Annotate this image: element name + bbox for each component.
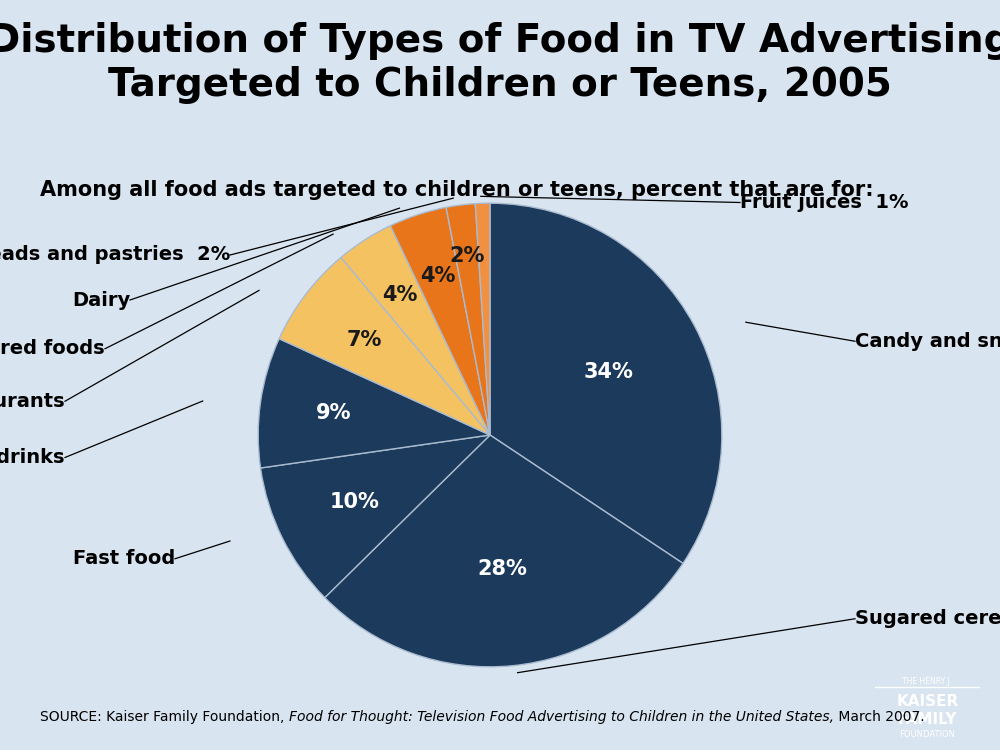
- Text: 9%: 9%: [316, 403, 352, 422]
- Wedge shape: [490, 203, 722, 563]
- Text: Candy and snacks: Candy and snacks: [855, 332, 1000, 351]
- Text: Food for Thought: Television Food Advertising to Children in the United States,: Food for Thought: Television Food Advert…: [289, 710, 834, 724]
- Text: 34%: 34%: [584, 362, 633, 382]
- Text: SOURCE: Kaiser Family Foundation,: SOURCE: Kaiser Family Foundation,: [40, 710, 289, 724]
- Text: Sodas & soft drinks: Sodas & soft drinks: [0, 448, 65, 467]
- Text: KAISER: KAISER: [896, 694, 959, 709]
- Text: Breads and pastries  2%: Breads and pastries 2%: [0, 245, 230, 265]
- Text: 10%: 10%: [330, 492, 380, 512]
- Text: Dairy: Dairy: [72, 290, 130, 310]
- Wedge shape: [279, 257, 490, 435]
- Wedge shape: [341, 226, 490, 435]
- Wedge shape: [446, 204, 490, 435]
- Text: FAMILY: FAMILY: [898, 712, 957, 727]
- Wedge shape: [261, 435, 490, 598]
- Wedge shape: [390, 207, 490, 435]
- Text: 2%: 2%: [449, 246, 485, 266]
- Text: 7%: 7%: [347, 329, 382, 350]
- Text: Fruit juices  1%: Fruit juices 1%: [740, 193, 908, 212]
- Text: Distribution of Types of Food in TV Advertising
Targeted to Children or Teens, 2: Distribution of Types of Food in TV Adve…: [0, 22, 1000, 104]
- Wedge shape: [258, 339, 490, 468]
- Text: March 2007.: March 2007.: [834, 710, 924, 724]
- Text: 4%: 4%: [382, 284, 417, 304]
- Text: Prepared foods: Prepared foods: [0, 339, 105, 358]
- Text: Sugared cereal: Sugared cereal: [855, 609, 1000, 628]
- Text: Among all food ads targeted to children or teens, percent that are for:: Among all food ads targeted to children …: [40, 180, 874, 200]
- Wedge shape: [475, 203, 490, 435]
- Text: Dine-in restaurants: Dine-in restaurants: [0, 392, 65, 411]
- Text: THE HENRY J.: THE HENRY J.: [902, 677, 953, 686]
- Text: 28%: 28%: [478, 559, 528, 579]
- Text: 4%: 4%: [420, 266, 456, 286]
- Text: FOUNDATION: FOUNDATION: [900, 730, 956, 739]
- Wedge shape: [325, 435, 683, 667]
- Text: Fast food: Fast food: [73, 549, 175, 568]
